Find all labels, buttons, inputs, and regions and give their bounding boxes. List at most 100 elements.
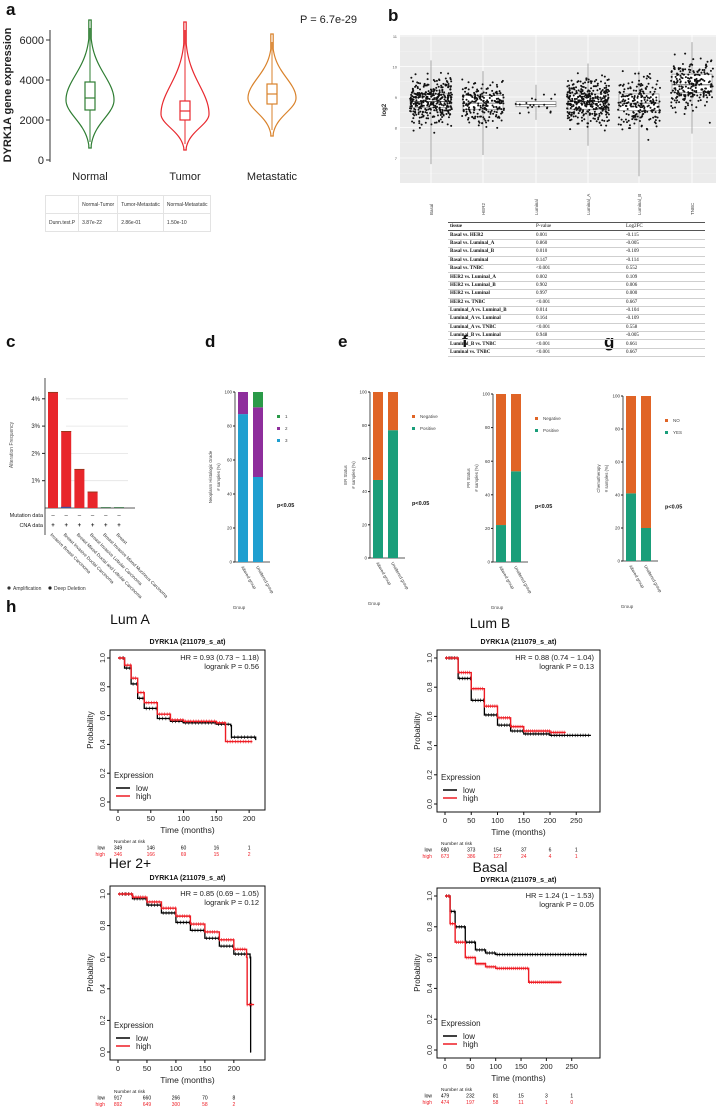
table-cell: tissue: [448, 221, 534, 232]
risk-count: 197: [466, 1100, 475, 1106]
plot-title: DYRK1A (211079_s_at): [149, 639, 225, 646]
data-point: [710, 83, 713, 86]
data-point: [605, 124, 608, 127]
data-point: [686, 102, 689, 105]
data-point: [604, 101, 607, 104]
table-cell: 3.87e-22: [78, 213, 119, 232]
data-point: [688, 65, 691, 68]
data-point: [670, 75, 673, 78]
data-point: [436, 99, 439, 102]
data-point: [699, 57, 702, 60]
data-point: [575, 91, 578, 94]
y-tick-label: 60: [227, 458, 233, 463]
data-point: [476, 112, 479, 115]
data-point: [632, 111, 635, 114]
table-row: HER2 vs. Luminal 0.997 0.000: [448, 289, 705, 299]
data-point: [422, 101, 425, 104]
data-point: [629, 104, 632, 107]
bar-segment-negative: [373, 392, 383, 480]
data-point: [485, 103, 488, 106]
data-point: [651, 98, 654, 101]
data-point: [466, 112, 469, 115]
data-point: [597, 118, 600, 121]
data-point: [704, 64, 707, 67]
data-point: [636, 101, 639, 104]
data-point: [604, 110, 607, 113]
y-tick-label: 0.8: [100, 921, 107, 931]
data-point: [461, 115, 464, 118]
data-point: [681, 69, 684, 72]
data-point: [707, 81, 710, 84]
data-point: [429, 91, 432, 94]
data-point: [438, 79, 441, 82]
table-header-row: Normal-Tumor Tumor-Metastatic Normal-Met…: [44, 195, 212, 214]
data-point: [625, 104, 628, 107]
y-tick-label: 0.4: [427, 741, 434, 751]
data-point: [438, 91, 441, 94]
x-tick-label: 100: [177, 814, 190, 823]
data-point: [422, 95, 425, 98]
data-point: [483, 106, 486, 109]
data-point: [584, 104, 587, 107]
data-point: [603, 119, 606, 122]
data-point: [495, 97, 498, 100]
data-point: [676, 99, 679, 102]
legend-title: Expression: [114, 771, 154, 780]
y-axis-label: Probability: [86, 711, 95, 748]
data-point: [439, 101, 442, 104]
data-point: [416, 101, 419, 104]
cna-mark: +: [104, 523, 108, 529]
data-point: [449, 109, 452, 112]
data-point: [446, 96, 449, 99]
data-point: [553, 93, 556, 96]
data-point: [462, 109, 465, 112]
x-tick-label: 150: [199, 1064, 212, 1073]
data-point: [596, 105, 599, 108]
y-tick-label: 1%: [31, 479, 40, 485]
data-point: [474, 82, 477, 85]
data-point: [686, 76, 689, 79]
data-point: [645, 77, 648, 80]
data-point: [629, 93, 632, 96]
data-point: [695, 77, 698, 80]
data-point: [683, 112, 686, 115]
data-point: [655, 83, 658, 86]
data-point: [514, 103, 517, 106]
table-cell: HER2 vs. Luminal: [448, 289, 534, 299]
data-point: [698, 79, 701, 82]
data-point: [449, 91, 452, 94]
legend-title: Expression: [441, 773, 481, 782]
data-point: [483, 117, 486, 120]
data-point: [465, 86, 468, 89]
data-point: [606, 120, 609, 123]
data-point: [492, 112, 495, 115]
y-tick-label: 20: [227, 526, 233, 531]
data-point: [448, 102, 451, 105]
data-point: [484, 107, 487, 110]
data-point: [412, 121, 415, 124]
data-point: [462, 102, 465, 105]
data-point: [414, 95, 417, 98]
plot-title: DYRK1A (211079_s_at): [480, 877, 556, 884]
data-point: [601, 88, 604, 91]
data-point: [636, 115, 639, 118]
bar-empty: [114, 507, 124, 508]
table-cell: Luminal_A vs. Luminal_B: [448, 306, 534, 316]
data-point: [585, 77, 588, 80]
data-point: [446, 94, 449, 97]
data-point: [623, 102, 626, 105]
data-point: [419, 88, 422, 91]
data-point: [440, 84, 443, 87]
subtype-title: Lum B: [470, 615, 510, 631]
data-point: [572, 86, 575, 89]
table-cell: 0.001: [534, 230, 624, 240]
data-point: [648, 97, 651, 100]
data-point: [621, 104, 624, 107]
risk-count: 373: [467, 848, 476, 854]
data-point: [711, 75, 714, 78]
data-point: [604, 95, 607, 98]
row-label-cna: CNA data: [19, 523, 43, 529]
data-point: [416, 92, 419, 95]
hazard-ratio: HR = 0.85 (0.69 − 1.05): [180, 889, 259, 898]
risk-count: 479: [441, 1094, 450, 1100]
